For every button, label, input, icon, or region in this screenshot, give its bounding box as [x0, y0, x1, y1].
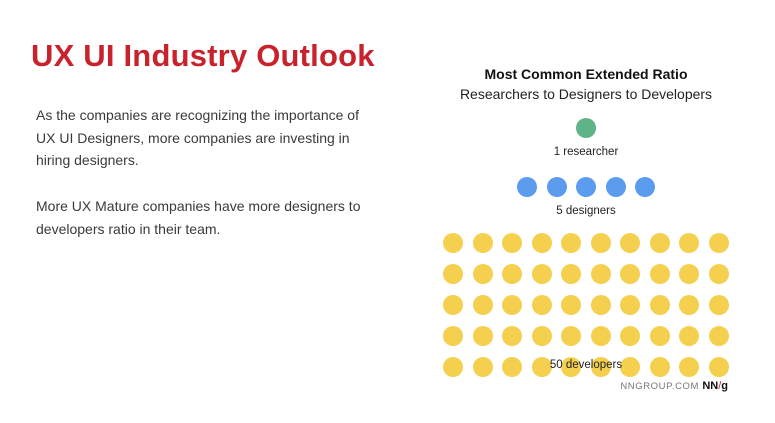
- developer-dot: [708, 357, 729, 377]
- nngroup-logo: NN/g: [702, 380, 728, 392]
- developer-dot: [708, 295, 729, 315]
- developer-dot: [590, 264, 611, 284]
- developer-dot: [679, 326, 700, 346]
- designer-dot: [605, 177, 626, 197]
- developer-dot: [472, 326, 493, 346]
- developer-dot: [502, 357, 523, 377]
- developer-dot: [472, 357, 493, 377]
- developer-dot: [649, 264, 670, 284]
- developer-dot: [531, 357, 552, 377]
- developer-dot: [620, 264, 641, 284]
- developer-dot: [708, 233, 729, 253]
- designer-dot: [576, 177, 596, 197]
- developer-dot: [443, 264, 464, 284]
- developer-dot: [620, 326, 641, 346]
- developer-dot: [531, 233, 552, 253]
- developer-dot: [561, 357, 582, 377]
- developer-dot: [620, 357, 641, 377]
- developer-dot: [561, 233, 582, 253]
- developer-dot: [708, 326, 729, 346]
- researcher-dot: [576, 118, 596, 138]
- logo-g: g: [721, 380, 728, 392]
- developer-dot: [443, 295, 464, 315]
- maturity-paragraph: More UX Mature companies have more desig…: [36, 198, 361, 237]
- developer-dot: [620, 295, 641, 315]
- ratio-subtitle: Researchers to Designers to Developers: [459, 86, 713, 102]
- developer-dot: [679, 357, 700, 377]
- developer-dot: [620, 233, 641, 253]
- developer-dot: [561, 326, 582, 346]
- developer-dot: [502, 233, 523, 253]
- developer-dot: [472, 295, 493, 315]
- designer-dot: [517, 177, 537, 197]
- developer-dot: [502, 326, 523, 346]
- developer-dot: [531, 326, 552, 346]
- developer-dot: [561, 295, 582, 315]
- developer-dot: [590, 326, 611, 346]
- developer-dot: [679, 264, 700, 284]
- designer-label: 5 designers: [556, 205, 616, 217]
- developer-dot: [443, 357, 464, 377]
- developer-dot: [531, 264, 552, 284]
- ratio-title: Most Common Extended Ratio: [484, 66, 688, 82]
- developer-dot: [679, 295, 700, 315]
- developer-dot: [502, 295, 523, 315]
- developer-dot: [708, 264, 729, 284]
- developer-dot: [679, 233, 700, 253]
- logo-slash: /: [718, 380, 722, 392]
- designer-dot: [546, 177, 567, 197]
- source-credit: NNGROUP.COM NN/g: [600, 380, 728, 392]
- designer-dot: [635, 177, 655, 197]
- page-title: UX UI Industry Outlook: [31, 38, 375, 73]
- developer-dot: [443, 233, 464, 253]
- developer-dot: [561, 264, 582, 284]
- developer-dot: [649, 357, 670, 377]
- intro-paragraph: As the companies are recognizing the imp…: [36, 107, 359, 168]
- developer-dot: [531, 295, 552, 315]
- developer-dot: [472, 264, 493, 284]
- developer-dot: [443, 326, 464, 346]
- logo-nn: NN: [702, 380, 719, 392]
- developer-dot: [590, 295, 611, 315]
- developer-dot: [649, 295, 670, 315]
- developer-dot: [649, 326, 670, 346]
- developer-dot: [649, 233, 670, 253]
- developer-dot: [472, 233, 493, 253]
- developer-dot: [590, 357, 611, 377]
- source-site: NNGROUP.COM: [620, 381, 700, 392]
- developer-label: 50 developers: [549, 359, 623, 371]
- developer-dot: [590, 233, 611, 253]
- developer-dot: [502, 264, 523, 284]
- researcher-label: 1 researcher: [553, 146, 619, 158]
